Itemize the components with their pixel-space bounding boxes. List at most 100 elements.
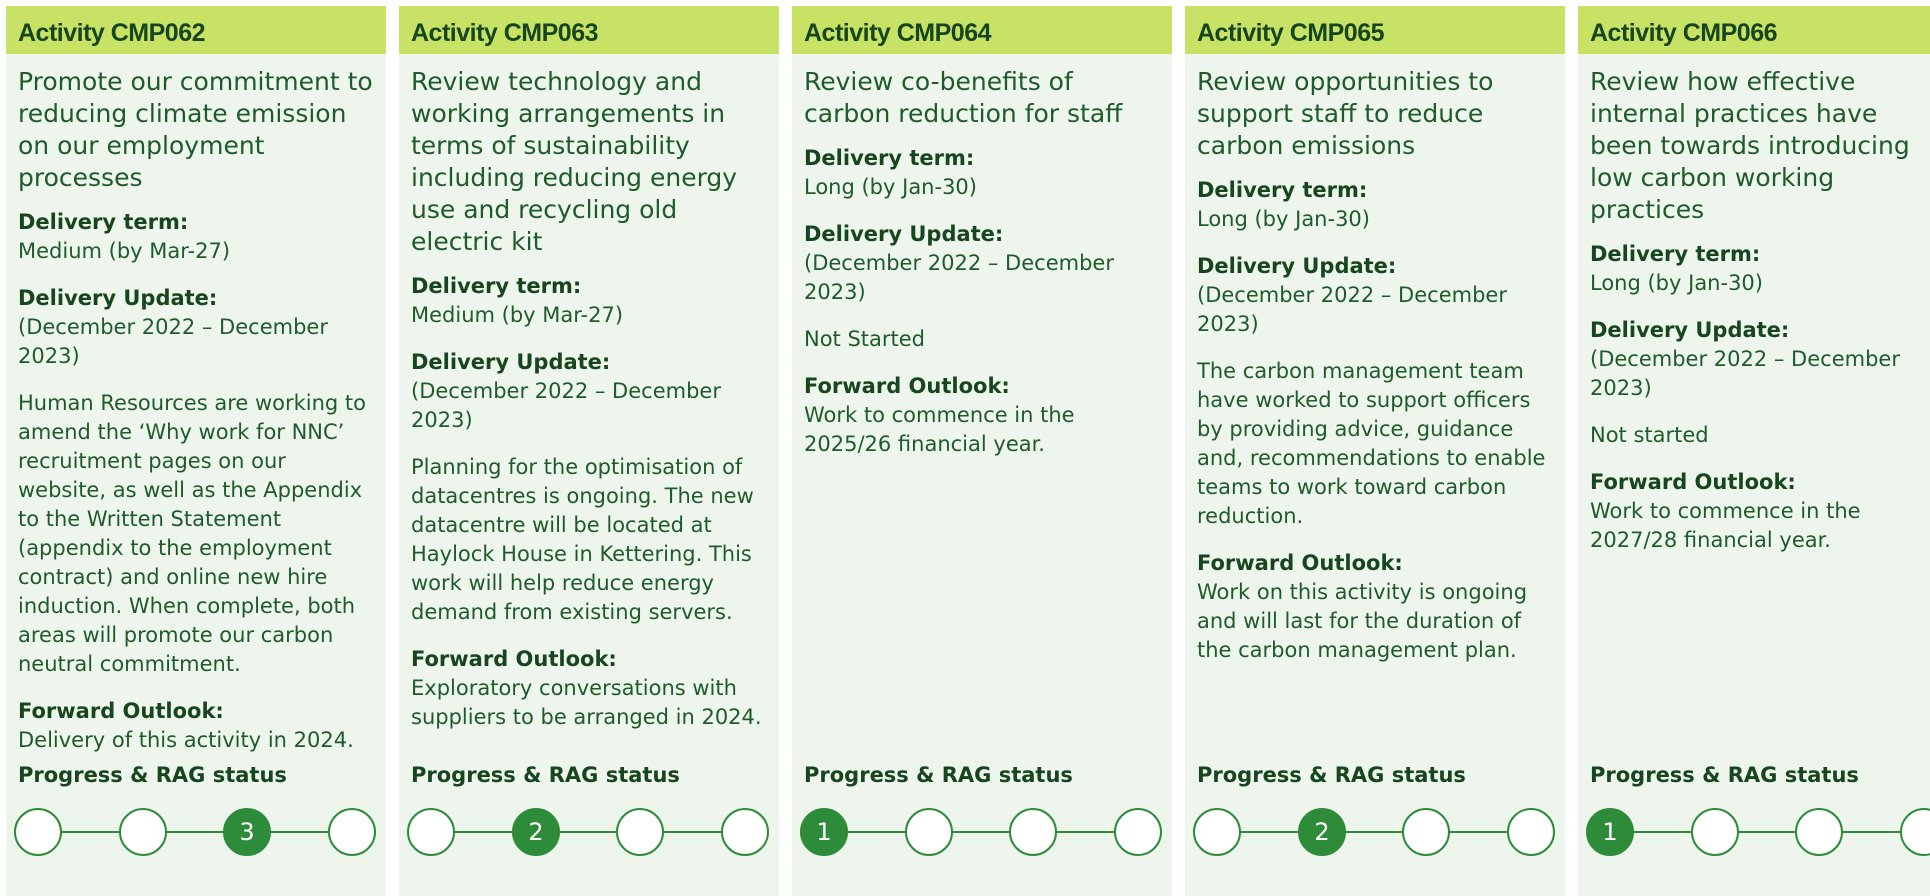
- description: Review opportunities to support staff to…: [1197, 67, 1494, 160]
- outlook-block: Forward Outlook: Work to commence in the …: [804, 372, 1160, 459]
- term-label: Delivery term:: [18, 210, 189, 234]
- update-block: Delivery Update: (December 2022 – Decembe…: [1197, 252, 1553, 339]
- update-block: Delivery Update: (December 2022 – Decembe…: [18, 284, 374, 371]
- activity-card: Activity CMP064 Review co-benefits of car…: [792, 6, 1172, 896]
- update-period: (December 2022 – December 2023): [804, 251, 1114, 304]
- progress-label: Progress & RAG status: [1590, 763, 1859, 787]
- outlook: Work to commence in the 2027/28 financia…: [1590, 499, 1861, 552]
- stage-number: 1: [1602, 818, 1617, 846]
- progress-steps: 1: [1586, 808, 1930, 856]
- outlook-label: Forward Outlook:: [1197, 551, 1403, 575]
- term-block: Delivery term: Medium (by Mar-27): [18, 208, 374, 266]
- card-title: Activity CMP062: [6, 6, 386, 54]
- outlook: Exploratory conversations with suppliers…: [411, 676, 762, 729]
- update-text: The carbon management team have worked t…: [1197, 359, 1546, 528]
- update-text: Planning for the optimisation of datacen…: [411, 455, 754, 624]
- progress-label: Progress & RAG status: [804, 763, 1073, 787]
- card-body: Review co-benefits of carbon reduction f…: [792, 54, 1172, 459]
- step-circle: [512, 808, 560, 856]
- outlook-label: Forward Outlook:: [411, 647, 617, 671]
- term-label: Delivery term:: [411, 274, 582, 298]
- description: Review technology and working arrangemen…: [411, 67, 738, 256]
- update-label: Delivery Update:: [1590, 318, 1790, 342]
- activity-card: Activity CMP063 Review technology and wor…: [399, 6, 779, 896]
- step-circle: [119, 808, 167, 856]
- step-circle: [1009, 808, 1057, 856]
- step-circle: [1900, 808, 1930, 856]
- progress-steps: 2: [1193, 808, 1555, 856]
- stage-number: 1: [816, 818, 831, 846]
- progress-steps: 3: [14, 808, 376, 856]
- card-body: Review opportunities to support staff to…: [1185, 54, 1565, 665]
- update-block: Delivery Update: (December 2022 – Decembe…: [804, 220, 1160, 307]
- step-circle: [1795, 808, 1843, 856]
- step-circle: [223, 808, 271, 856]
- outlook-label: Forward Outlook:: [1590, 470, 1796, 494]
- update-text: Not started: [1590, 423, 1709, 447]
- step-circle: [407, 808, 455, 856]
- stage-number: 2: [528, 818, 543, 846]
- term-label: Delivery term:: [804, 146, 975, 170]
- outlook: Delivery of this activity in 2024.: [18, 728, 354, 752]
- step-circle: [1586, 808, 1634, 856]
- outlook-block: Forward Outlook: Delivery of this activit…: [18, 697, 374, 755]
- update-block: Delivery Update: (December 2022 – Decembe…: [411, 348, 767, 435]
- outlook-block: Forward Outlook: Work to commence in the …: [1590, 468, 1930, 555]
- update-label: Delivery Update:: [411, 350, 611, 374]
- card-title: Activity CMP066: [1578, 6, 1930, 54]
- term-block: Delivery term: Long (by Jan-30): [804, 144, 1160, 202]
- progress-label: Progress & RAG status: [411, 763, 680, 787]
- update-label: Delivery Update:: [18, 286, 218, 310]
- update-period: (December 2022 – December 2023): [1590, 347, 1900, 400]
- term: Medium (by Mar-27): [18, 239, 231, 263]
- outlook-label: Forward Outlook:: [18, 699, 224, 723]
- step-circle: [14, 808, 62, 856]
- progress-label: Progress & RAG status: [18, 763, 287, 787]
- update-period: (December 2022 – December 2023): [1197, 283, 1507, 336]
- stage-number: 2: [1314, 818, 1329, 846]
- description: Promote our commitment to reducing clima…: [18, 67, 373, 192]
- activity-card: Activity CMP066 Review how effective inte…: [1578, 6, 1930, 896]
- term-block: Delivery term: Long (by Jan-30): [1197, 176, 1553, 234]
- term: Medium (by Mar-27): [411, 303, 624, 327]
- card-title: Activity CMP065: [1185, 6, 1565, 54]
- activity-card: Activity CMP065 Review opportunities to s…: [1185, 6, 1565, 896]
- term-label: Delivery term:: [1590, 242, 1761, 266]
- term: Long (by Jan-30): [804, 175, 977, 199]
- step-circle: [328, 808, 376, 856]
- card-title: Activity CMP063: [399, 6, 779, 54]
- update-label: Delivery Update:: [804, 222, 1004, 246]
- step-circle: [1193, 808, 1241, 856]
- update-block: Delivery Update: (December 2022 – Decembe…: [1590, 316, 1930, 403]
- step-circle: [616, 808, 664, 856]
- outlook: Work to commence in the 2025/26 financia…: [804, 403, 1075, 456]
- card-body: Review technology and working arrangemen…: [399, 54, 779, 732]
- update-text: Human Resources are working to amend the…: [18, 391, 367, 676]
- term-block: Delivery term: Long (by Jan-30): [1590, 240, 1930, 298]
- update-period: (December 2022 – December 2023): [18, 315, 328, 368]
- progress-label: Progress & RAG status: [1197, 763, 1466, 787]
- progress-steps: 2: [407, 808, 769, 856]
- description: Review co-benefits of carbon reduction f…: [804, 67, 1123, 128]
- update-period: (December 2022 – December 2023): [411, 379, 721, 432]
- outlook-block: Forward Outlook: Work on this activity is…: [1197, 549, 1553, 665]
- card-body: Promote our commitment to reducing clima…: [6, 54, 386, 755]
- step-circle: [905, 808, 953, 856]
- card-title: Activity CMP064: [792, 6, 1172, 54]
- step-circle: [721, 808, 769, 856]
- step-circle: [800, 808, 848, 856]
- progress-steps: 1: [800, 808, 1162, 856]
- activity-card: Activity CMP062 Promote our commitment to…: [6, 6, 386, 896]
- outlook-block: Forward Outlook: Exploratory conversation…: [411, 645, 767, 732]
- term-block: Delivery term: Medium (by Mar-27): [411, 272, 767, 330]
- term: Long (by Jan-30): [1197, 207, 1370, 231]
- term: Long (by Jan-30): [1590, 271, 1763, 295]
- update-text: Not Started: [804, 327, 926, 351]
- outlook: Work on this activity is ongoing and wil…: [1197, 580, 1528, 662]
- card-body: Review how effective internal practices …: [1578, 54, 1930, 555]
- step-circle: [1402, 808, 1450, 856]
- term-label: Delivery term:: [1197, 178, 1368, 202]
- description: Review how effective internal practices …: [1590, 67, 1910, 224]
- step-circle: [1691, 808, 1739, 856]
